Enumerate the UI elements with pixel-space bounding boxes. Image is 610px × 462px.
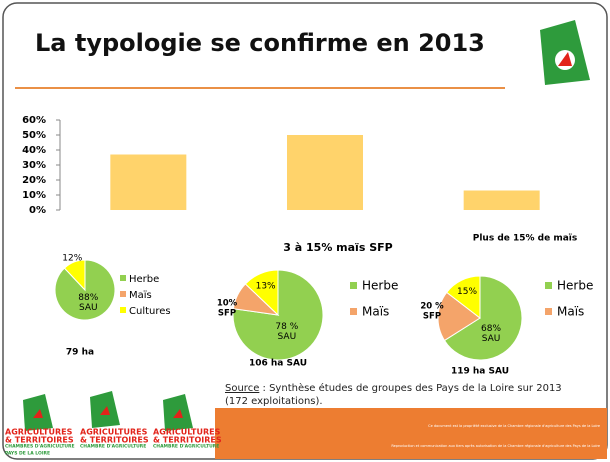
legend-label: Herbe xyxy=(362,279,398,293)
pie-title: Plus de 15% de maïs xyxy=(473,234,578,244)
logo-text: AGRICULTURES xyxy=(153,428,221,437)
pie-caption: 106 ha SAU xyxy=(249,359,307,369)
pie-value-label: 88% xyxy=(78,293,98,303)
legend-label: Herbe xyxy=(129,274,159,285)
pie-value-note: SAU xyxy=(79,303,98,313)
legend-label: Maïs xyxy=(362,305,389,319)
legend-swatch xyxy=(350,282,357,289)
y-tick-label: 0% xyxy=(29,205,46,216)
logo-top xyxy=(540,20,590,85)
y-tick-label: 30% xyxy=(22,160,46,171)
pie-value-note: SAU xyxy=(482,334,501,344)
legend-swatch xyxy=(545,308,552,315)
pie-value-label: 78 % xyxy=(275,322,298,332)
source-text: : Synthèse études de groupes des Pays de… xyxy=(259,382,561,394)
logo-mark xyxy=(173,409,183,418)
legend-swatch xyxy=(120,275,126,281)
y-tick-label: 50% xyxy=(22,130,46,141)
pie-value-label: 12% xyxy=(62,253,82,263)
bar xyxy=(287,135,363,210)
legend-label: Herbe xyxy=(557,279,593,293)
footer-band xyxy=(215,408,607,459)
footer-text: Ce document est la propriété exclusive d… xyxy=(428,424,600,428)
logo-text: & TERRITOIRES xyxy=(153,436,222,445)
source-text: (172 exploitations). xyxy=(225,396,323,407)
logo-text: & TERRITOIRES xyxy=(80,436,149,445)
pie-caption: 79 ha xyxy=(66,348,94,358)
y-tick-label: 40% xyxy=(22,145,46,156)
title: La typologie se confirme en 2013 xyxy=(35,29,485,57)
pie-slice xyxy=(437,291,481,342)
logo-text: CHAMBRE D'AGRICULTURE xyxy=(153,444,219,450)
pie-caption: 119 ha SAU xyxy=(451,367,509,377)
legend-label: Maïs xyxy=(557,305,584,319)
legend-swatch xyxy=(120,307,126,313)
logo-text: & TERRITOIRES xyxy=(5,436,74,445)
logo-mark xyxy=(33,409,43,418)
y-tick-label: 20% xyxy=(22,175,46,186)
pie-title: 3 à 15% maïs SFP xyxy=(283,241,392,254)
footer-text: Reproduction et communication aux tiers … xyxy=(391,444,600,448)
pie-value-label: 10% xyxy=(217,299,238,309)
bar xyxy=(110,154,187,210)
source: Source : Synthèse études de groupes des … xyxy=(225,382,562,394)
logo-mark xyxy=(100,406,110,415)
legend-swatch xyxy=(545,282,552,289)
source-label: Source xyxy=(225,383,259,394)
logo-text: AGRICULTURES xyxy=(80,428,148,437)
pie-value-label: 68% xyxy=(481,324,501,334)
pie-value-label: 20 % xyxy=(420,302,444,312)
pie-slice xyxy=(446,275,481,320)
legend-label: Cultures xyxy=(129,306,171,317)
pie-slice xyxy=(63,259,86,292)
pie-slice xyxy=(244,269,279,317)
legend-swatch xyxy=(350,308,357,315)
pie-value-note: SFP xyxy=(423,312,441,322)
logo-text: PAYS DE LA LOIRE xyxy=(5,451,50,457)
y-tick-label: 10% xyxy=(22,190,46,201)
legend-swatch xyxy=(120,291,126,297)
pie-value-note: SAU xyxy=(278,332,297,342)
y-tick-label: 60% xyxy=(22,115,46,126)
pie-slice xyxy=(443,275,523,361)
logo-text: CHAMBRE D'AGRICULTURE xyxy=(80,444,146,450)
logo-text: AGRICULTURES xyxy=(5,428,73,437)
pie-value-label: 13% xyxy=(256,282,276,292)
logo-text: CHAMBRES D'AGRICULTURE xyxy=(5,444,75,450)
bar xyxy=(463,190,540,210)
legend-label: Maïs xyxy=(129,290,152,301)
pie-value-note: SFP xyxy=(218,309,236,319)
pie-value-label: 15% xyxy=(457,287,477,297)
